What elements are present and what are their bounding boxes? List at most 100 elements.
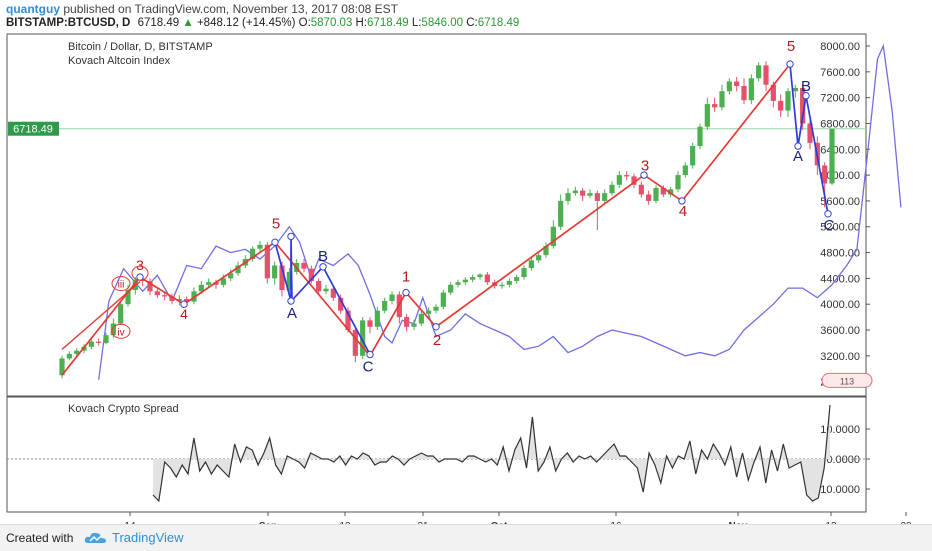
ohlc-line: BITSTAMP:BTCUSD, D 6718.49 ▲ +848.12 (+1… (6, 17, 519, 29)
spread-line (152, 404, 831, 503)
candle (404, 317, 410, 327)
candle (756, 65, 762, 79)
candle (572, 190, 578, 194)
candle (206, 282, 212, 285)
candle (411, 323, 417, 327)
candle (638, 184, 644, 195)
candle (477, 274, 483, 278)
candle (418, 313, 424, 324)
price-tick-label: 6400.00 (820, 144, 860, 156)
close-value: 6718.49 (477, 17, 520, 29)
candle (543, 246, 549, 256)
wave-label: B (801, 78, 811, 95)
candle (778, 100, 784, 111)
candle (316, 280, 322, 292)
candle (198, 284, 204, 292)
wave-pivot-marker (287, 297, 295, 305)
candle (220, 278, 226, 285)
wave-label: 4 (679, 203, 687, 220)
wave-label-ring (111, 323, 131, 339)
wave-line-blue-2 (789, 64, 829, 214)
candle (279, 265, 285, 290)
spread-tick-label: 0.0000 (826, 454, 860, 466)
last-price-tag-label: 6718.49 (13, 124, 53, 136)
wave-pivot-marker (786, 60, 794, 68)
footer: Created with TradingView (0, 524, 932, 551)
spread-pane (6, 396, 867, 513)
wave-pivot-marker (136, 273, 144, 281)
candle (668, 189, 674, 195)
candle (741, 86, 747, 101)
x-tick-label: Sep (259, 521, 277, 524)
candle (88, 341, 94, 347)
author-link[interactable]: quantguy (6, 2, 60, 16)
candle (338, 297, 344, 311)
wave-pivot-marker (794, 142, 802, 150)
price-tick-label: 3200.00 (820, 351, 860, 363)
candle (785, 91, 791, 111)
wave-pivot-marker (319, 263, 327, 271)
wave-pivot-marker (824, 210, 832, 218)
candle (235, 265, 241, 274)
candle (763, 65, 769, 85)
candle (301, 262, 307, 269)
wave-label: A (793, 148, 803, 165)
wave-pivot-marker (678, 197, 686, 205)
price-chart[interactable]: 8000.007600.007200.006800.006400.006000.… (0, 32, 932, 524)
candle (59, 358, 65, 376)
candle (646, 194, 652, 201)
wave-label: 1 (402, 269, 410, 286)
wave-pivot-marker (287, 232, 295, 241)
candle (726, 81, 732, 92)
candle (829, 128, 835, 184)
wave-label: 3 (136, 257, 144, 273)
candle (565, 193, 571, 201)
x-tick-label: 23 (900, 521, 912, 524)
candle (66, 353, 72, 359)
open-label: O: (298, 17, 311, 29)
last-price: 6718.49 (137, 17, 180, 29)
altcoin-index-line (98, 43, 902, 380)
signal-badge-label: 113 (840, 376, 854, 386)
tradingview-link[interactable]: TradingView (112, 530, 184, 545)
x-tick-label: Oct (491, 521, 508, 524)
candle (675, 175, 681, 190)
wave-label: B (318, 248, 328, 265)
price-tick-label: 8000.00 (820, 41, 860, 53)
candle (770, 84, 776, 101)
candle (147, 280, 153, 292)
price-tick-label: 3600.00 (820, 325, 860, 337)
candle (367, 320, 373, 327)
candle (184, 299, 190, 302)
change-up-icon: ▲ (182, 17, 194, 29)
wave-label: 2 (433, 332, 441, 349)
candle (162, 295, 168, 297)
candle (426, 310, 432, 314)
high-value: 6718.49 (367, 17, 409, 29)
low-value: 5846.00 (421, 17, 463, 29)
chart-subtitle: Kovach Altcoin Index (68, 55, 171, 67)
price-tick-label: 5600.00 (820, 196, 860, 208)
last-price-tag (8, 121, 59, 136)
wave-label: 3 (641, 158, 649, 175)
wave-label-ring (111, 276, 131, 292)
candle (433, 306, 439, 311)
candle (624, 175, 630, 177)
candle (264, 244, 270, 279)
candle (118, 304, 124, 324)
candle (594, 193, 600, 201)
candle (484, 274, 490, 283)
candle (734, 81, 740, 87)
candle (323, 288, 329, 292)
wave-pivot-marker (180, 300, 188, 308)
x-tick-label: 14 (124, 521, 136, 524)
price-tick-label: 7600.00 (820, 67, 860, 79)
publish-line: quantguy published on TradingView.com, N… (6, 2, 398, 16)
chart-header: quantguy published on TradingView.com, N… (0, 0, 932, 32)
candle (169, 296, 175, 301)
candle (374, 310, 380, 327)
candle (616, 175, 622, 185)
candle (521, 268, 527, 278)
created-with-label: Created with (6, 531, 74, 545)
wave-label-ring (131, 265, 149, 281)
